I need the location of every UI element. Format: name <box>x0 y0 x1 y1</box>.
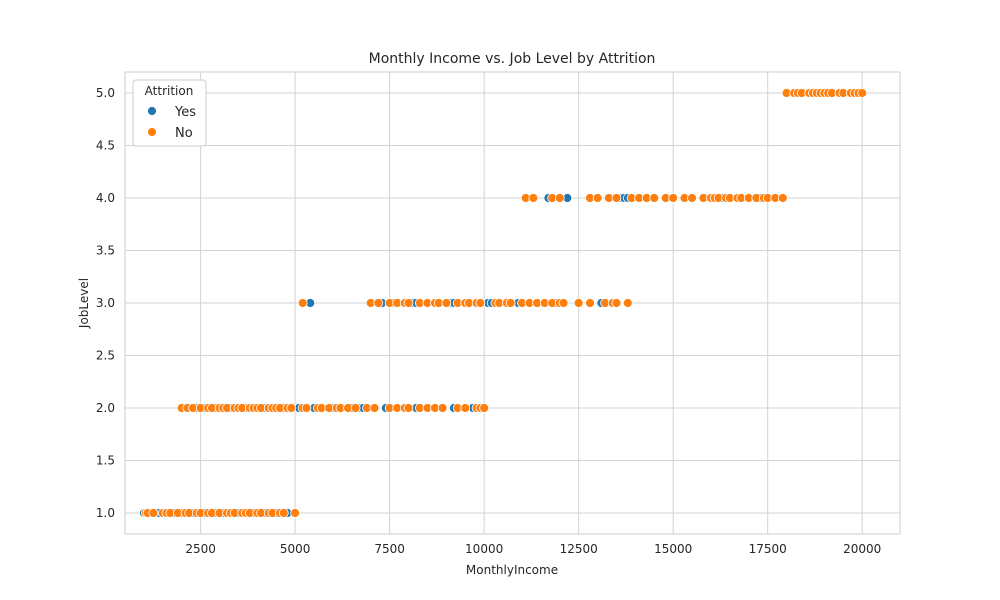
data-point-no <box>403 403 414 413</box>
data-point-no <box>528 193 539 203</box>
x-tick-label: 20000 <box>843 542 881 556</box>
x-tick-label: 15000 <box>654 542 692 556</box>
data-point-no <box>148 508 159 518</box>
data-point-no <box>479 403 490 413</box>
data-point-no <box>441 298 452 308</box>
y-tick-label: 4.0 <box>96 191 115 205</box>
y-axis-label: JobLevel <box>77 278 91 329</box>
data-point-no <box>437 403 448 413</box>
data-point-no <box>857 88 868 98</box>
data-point-no <box>558 298 569 308</box>
data-point-no <box>350 403 361 413</box>
data-point-no <box>373 298 384 308</box>
data-point-no <box>369 403 380 413</box>
data-point-no <box>585 298 595 308</box>
data-point-no <box>649 193 660 203</box>
data-point-no <box>475 298 486 308</box>
legend-label-yes: Yes <box>174 105 196 120</box>
data-point-no <box>592 193 603 203</box>
x-tick-label: 5000 <box>280 542 311 556</box>
data-point-no <box>611 193 622 203</box>
legend-marker-yes <box>147 106 157 116</box>
x-tick-label: 7500 <box>374 542 405 556</box>
data-point-no <box>278 508 289 518</box>
x-tick-label: 12500 <box>560 542 598 556</box>
data-point-no <box>687 193 697 203</box>
x-tick-label: 10000 <box>465 542 503 556</box>
data-point-no <box>286 403 297 413</box>
data-point-no <box>611 298 622 308</box>
data-point-no <box>668 193 679 203</box>
legend: Attrition Yes No <box>132 79 207 147</box>
legend-marker-no <box>147 127 157 137</box>
data-point-no <box>290 508 301 518</box>
x-axis-label: MonthlyIncome <box>466 563 558 577</box>
y-tick-label: 4.5 <box>96 139 115 153</box>
data-point-no <box>573 298 584 308</box>
data-point-no <box>301 403 312 413</box>
y-tick-label: 2.5 <box>96 349 115 363</box>
data-point-no <box>460 403 471 413</box>
y-tick-label: 5.0 <box>96 86 115 100</box>
legend-label-no: No <box>175 126 193 141</box>
data-points <box>139 88 868 518</box>
y-tick-label: 1.5 <box>96 454 115 468</box>
data-point-no <box>777 193 788 203</box>
x-tick-label: 2500 <box>185 542 216 556</box>
data-point-no <box>403 298 414 308</box>
y-axis-ticks: 1.0 1.5 2.0 2.5 3.0 3.5 4.0 4.5 5.0 <box>96 86 115 520</box>
x-tick-label: 17500 <box>749 542 787 556</box>
data-point-no <box>505 298 516 308</box>
y-tick-label: 2.0 <box>96 401 115 415</box>
y-tick-label: 1.0 <box>96 506 115 520</box>
data-point-no <box>297 298 308 308</box>
y-tick-label: 3.5 <box>96 244 115 258</box>
data-point-no <box>622 298 633 308</box>
data-point-no <box>554 193 565 203</box>
legend-title: Attrition <box>145 84 194 98</box>
y-tick-label: 3.0 <box>96 296 115 310</box>
chart-title: Monthly Income vs. Job Level by Attritio… <box>369 51 656 67</box>
x-axis-ticks: 2500 5000 7500 10000 12500 15000 17500 20000 <box>185 542 881 556</box>
